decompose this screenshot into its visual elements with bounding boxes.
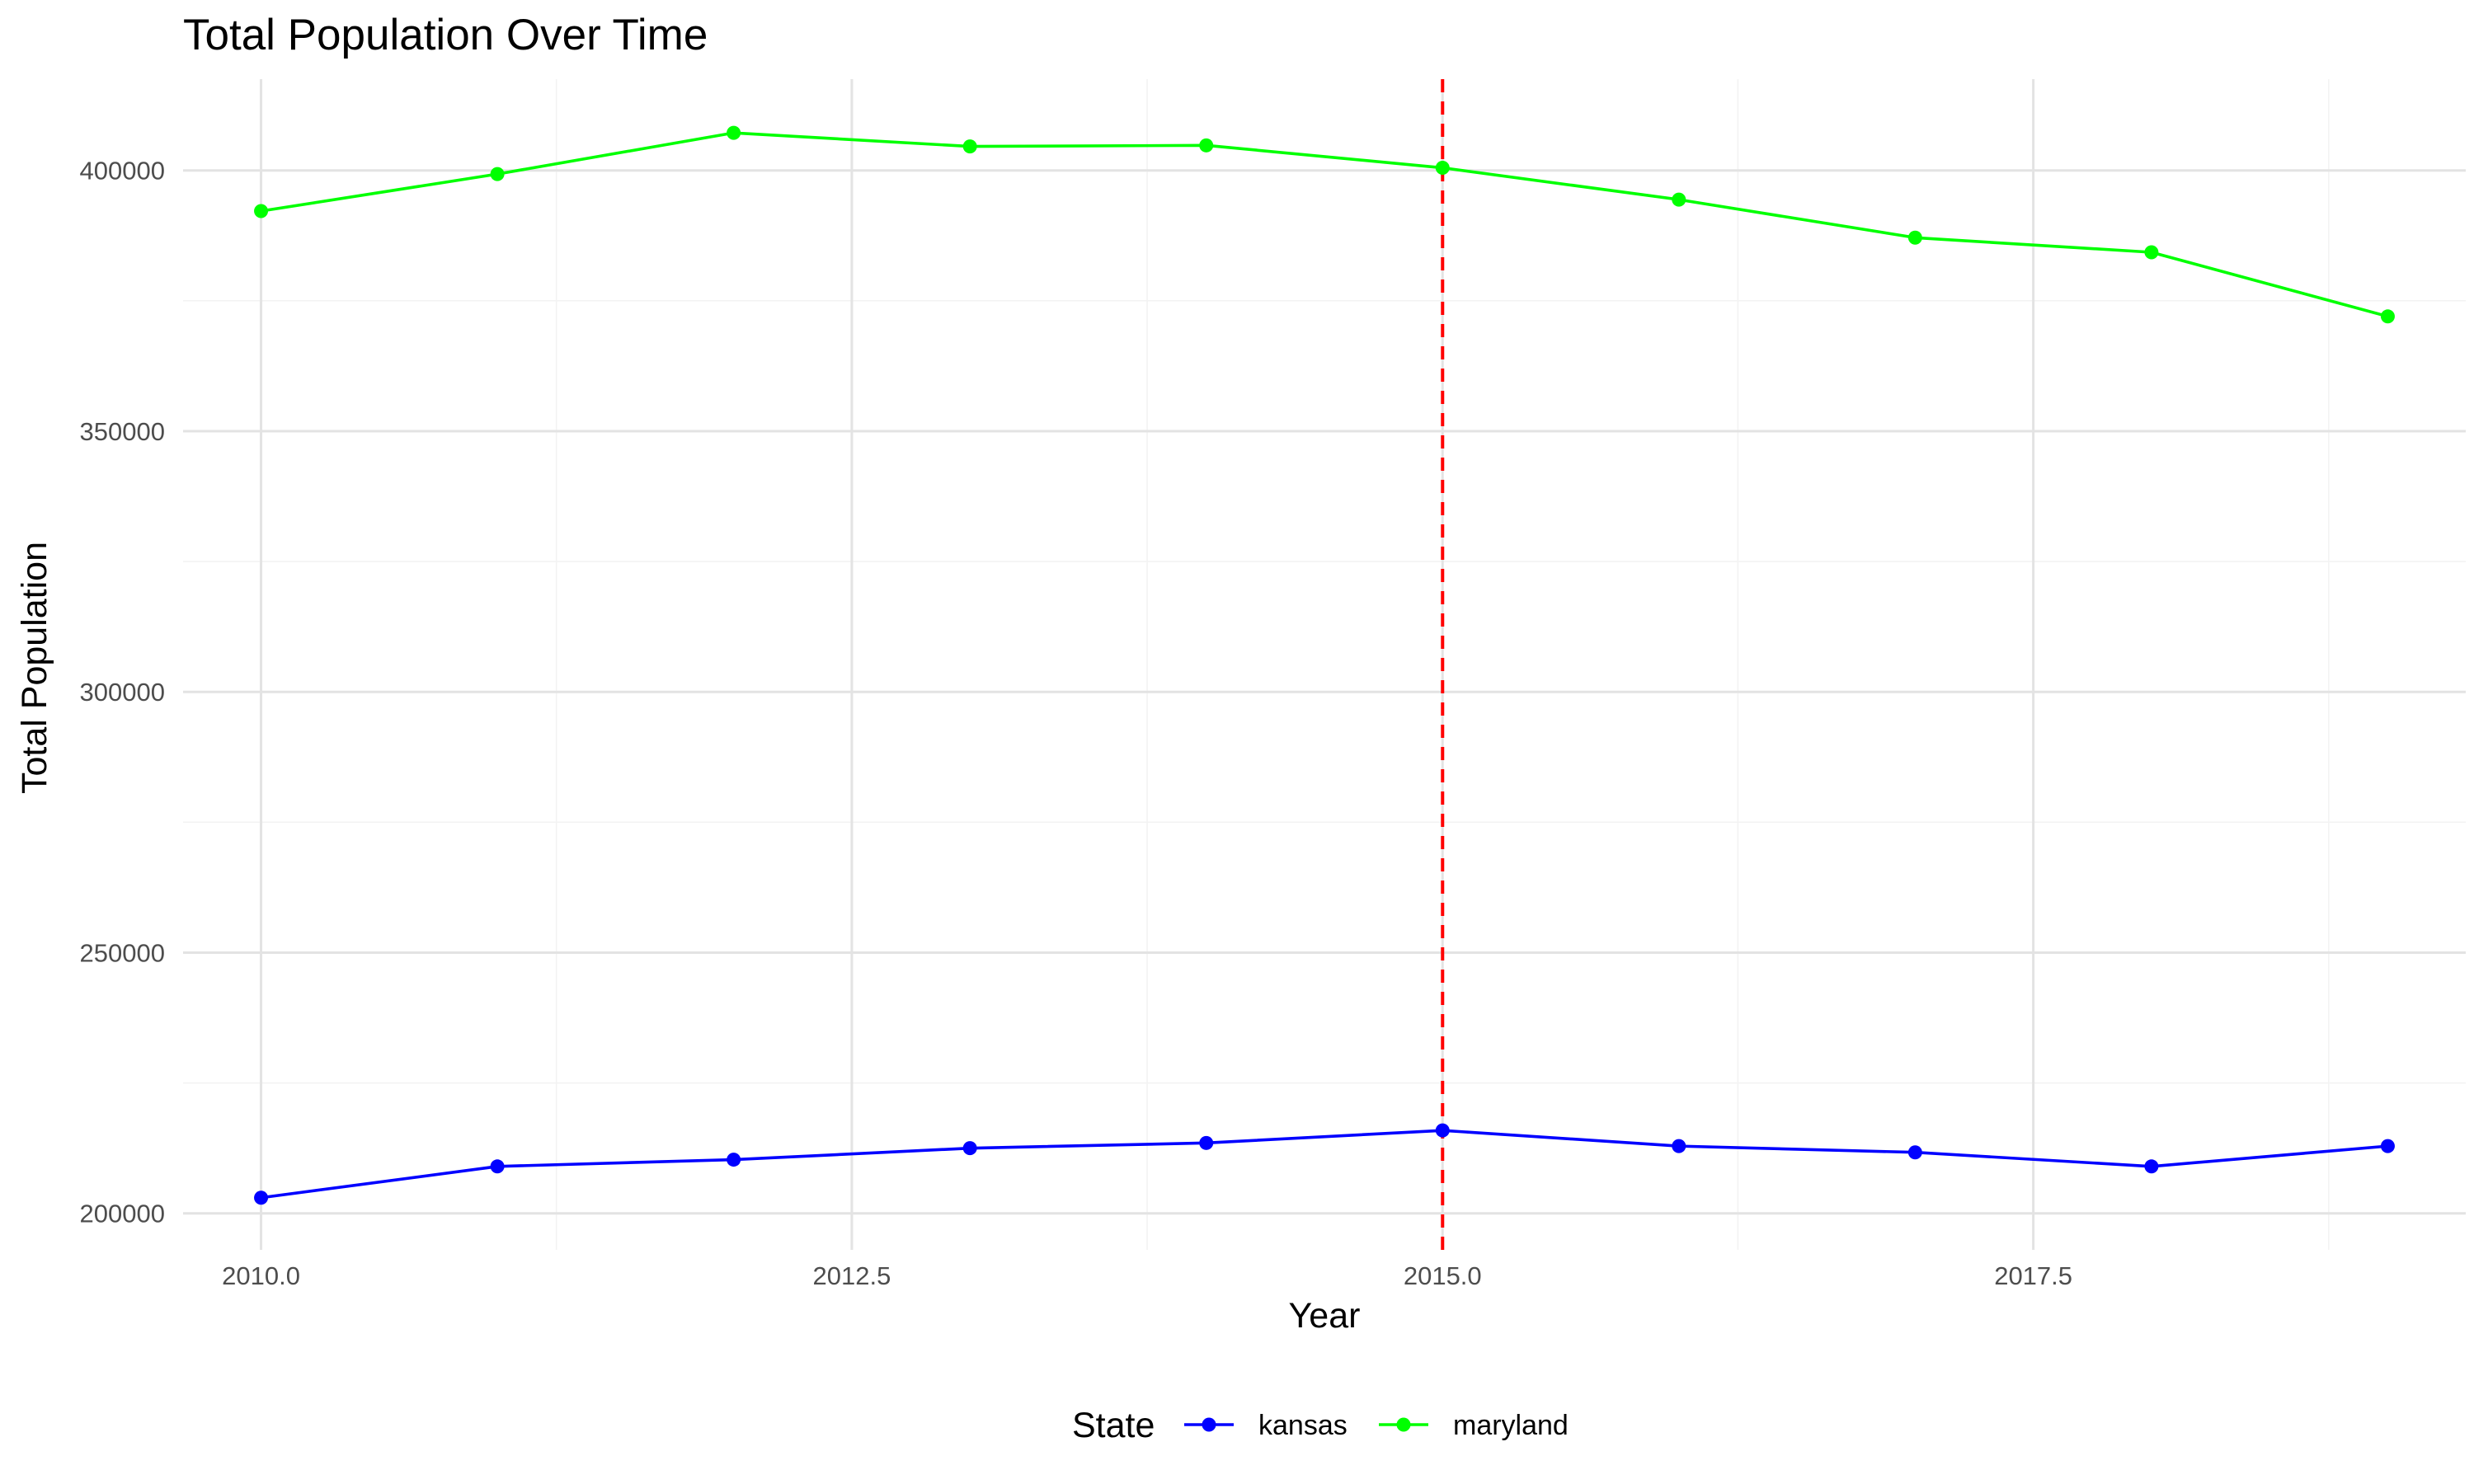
data-point-kansas-2015 [1435, 1123, 1450, 1138]
data-point-kansas-2018 [2144, 1159, 2159, 1174]
y-axis-title: Total Population [15, 542, 54, 794]
chart-title: Total Population Over Time [183, 11, 708, 59]
x-tick-label-2010-0: 2010.0 [222, 1261, 300, 1290]
data-point-maryland-2016 [1672, 192, 1686, 207]
series-line-maryland [261, 131, 2388, 318]
legend: State kansas maryland [1072, 1406, 1569, 1445]
data-point-kansas-2017 [1907, 1145, 1922, 1160]
data-point-maryland-2013 [962, 139, 977, 154]
y-tick-label-200000: 200000 [80, 1200, 165, 1228]
data-point-kansas-2013 [962, 1141, 977, 1156]
data-point-kansas-2016 [1672, 1139, 1686, 1153]
data-point-maryland-2017 [1907, 230, 1922, 245]
x-axis-title: Year [1289, 1296, 1361, 1336]
data-point-maryland-2012 [727, 125, 741, 140]
y-tick-label-350000: 350000 [80, 417, 165, 446]
data-point-maryland-2015 [1435, 161, 1450, 176]
data-point-kansas-2014 [1199, 1135, 1214, 1150]
x-tick-label-2012-5: 2012.5 [813, 1261, 891, 1290]
minor-gridlines [183, 79, 2466, 1250]
data-point-kansas-2010 [254, 1190, 269, 1205]
x-axis-tick-labels: 2010.0 2012.5 2015.0 2017.5 [222, 1261, 2072, 1290]
y-tick-label-250000: 250000 [80, 938, 165, 967]
y-tick-label-400000: 400000 [80, 157, 165, 186]
legend-key-point-maryland [1396, 1417, 1411, 1432]
y-axis-tick-labels: 200000 250000 300000 350000 400000 [80, 157, 165, 1228]
series-layer [254, 125, 2395, 1205]
legend-key-point-kansas [1202, 1417, 1216, 1432]
data-point-kansas-2011 [490, 1159, 505, 1174]
legend-title: State [1072, 1406, 1155, 1445]
legend-item-kansas: kansas [1184, 1410, 1348, 1441]
data-point-maryland-2010 [254, 204, 269, 218]
series-line-kansas [261, 1129, 2388, 1200]
data-point-kansas-2012 [727, 1153, 741, 1167]
x-tick-label-2015-0: 2015.0 [1404, 1261, 1482, 1290]
major-gridlines [183, 79, 2466, 1250]
legend-item-maryland: maryland [1379, 1410, 1569, 1441]
x-tick-label-2017-5: 2017.5 [1994, 1261, 2072, 1290]
y-tick-label-300000: 300000 [80, 678, 165, 707]
data-point-kansas-2019 [2380, 1139, 2395, 1153]
legend-label-maryland: maryland [1453, 1410, 1569, 1441]
data-point-maryland-2011 [490, 167, 505, 181]
legend-label-kansas: kansas [1258, 1410, 1348, 1441]
data-point-maryland-2019 [2380, 309, 2395, 324]
data-point-maryland-2014 [1199, 138, 1214, 153]
data-point-maryland-2018 [2144, 245, 2159, 260]
